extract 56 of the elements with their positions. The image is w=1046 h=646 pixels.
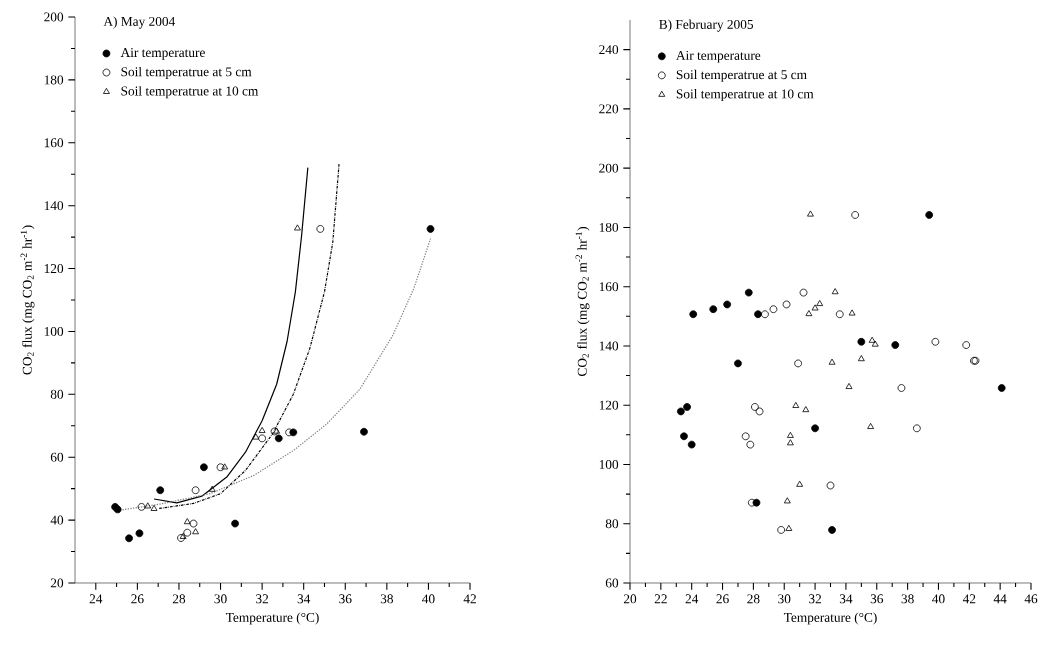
x-tick-label: 24 [685,594,699,604]
text: CO$_{2}$ flux (mg CO$_{2}$ m$^{-2}$ hr$^{-1}$) [575,227,590,377]
legend-label: Soil temperatrue at 10 cm [121,86,259,99]
x-tick-label: 38 [901,594,914,604]
y-tick-label: 20 [50,578,64,588]
y-tick-label: 240 [599,45,619,55]
text: CO$_{2}$ flux (mg CO$_{2}$ m$^{-2}$ hr$^{-1}$) [20,225,35,375]
legend-label: Soil temperatrue at 5 cm [676,69,807,82]
y-tick-label: 120 [44,264,64,274]
legend-label: Air temperature [676,50,761,63]
y-tick-label: 200 [44,12,64,22]
chart-title: A) May 2004 [103,16,176,29]
x-tick-label: 22 [654,594,667,604]
x-tick-label: 30 [214,594,227,604]
x-tick-label: 26 [716,594,729,604]
y-tick-label: 60 [50,452,64,462]
y-tick-label: 60 [605,578,619,588]
y-tick-label: 160 [599,282,619,292]
x-tick-label: 46 [1024,594,1038,604]
y-tick-label: 160 [44,138,64,148]
x-tick-label: 28 [747,594,760,604]
y-tick-label: 80 [50,389,64,399]
y-tick-label: 180 [44,75,64,85]
x-tick-label: 40 [932,594,945,604]
x-tick-label: 30 [778,594,791,604]
x-tick-label: 42 [962,594,976,604]
y-tick-label: 80 [605,519,619,529]
y-tick-label: 120 [599,400,619,410]
y-tick-label: 100 [599,459,619,469]
x-tick-label: 24 [89,594,103,604]
x-tick-label: 34 [839,594,853,604]
x-tick-label: 40 [422,594,435,604]
y-tick-label: 180 [599,222,619,232]
y-tick-label: 40 [50,515,64,525]
x-tick-label: 28 [172,594,186,604]
y-tick-label: 220 [599,104,619,114]
y-tick-label: 100 [44,326,64,336]
x-tick-label: 20 [623,594,637,604]
chart-title: B) February 2005 [659,19,754,32]
x-tick-label: 44 [993,594,1007,604]
x-tick-label: 36 [339,594,352,604]
y-tick-label: 200 [599,163,619,173]
x-axis-title: Temperature (°C) [783,612,877,625]
legend-label: Air temperature [120,48,205,60]
x-tick-label: 26 [131,594,144,604]
x-tick-label: 32 [809,594,822,604]
y-tick-label: 140 [44,201,64,211]
legend-label: Soil temperatrue at 5 cm [121,66,252,79]
x-tick-label: 34 [297,594,311,604]
x-tick-label: 36 [870,594,884,604]
legend-label: Soil temperatrue at 10 cm [676,88,814,102]
y-tick-label: 140 [599,341,619,351]
x-tick-label: 38 [380,594,394,604]
x-tick-label: 32 [256,594,269,604]
x-tick-label: 42 [463,594,476,604]
x-axis-title: Temperature (°C) [225,612,319,625]
